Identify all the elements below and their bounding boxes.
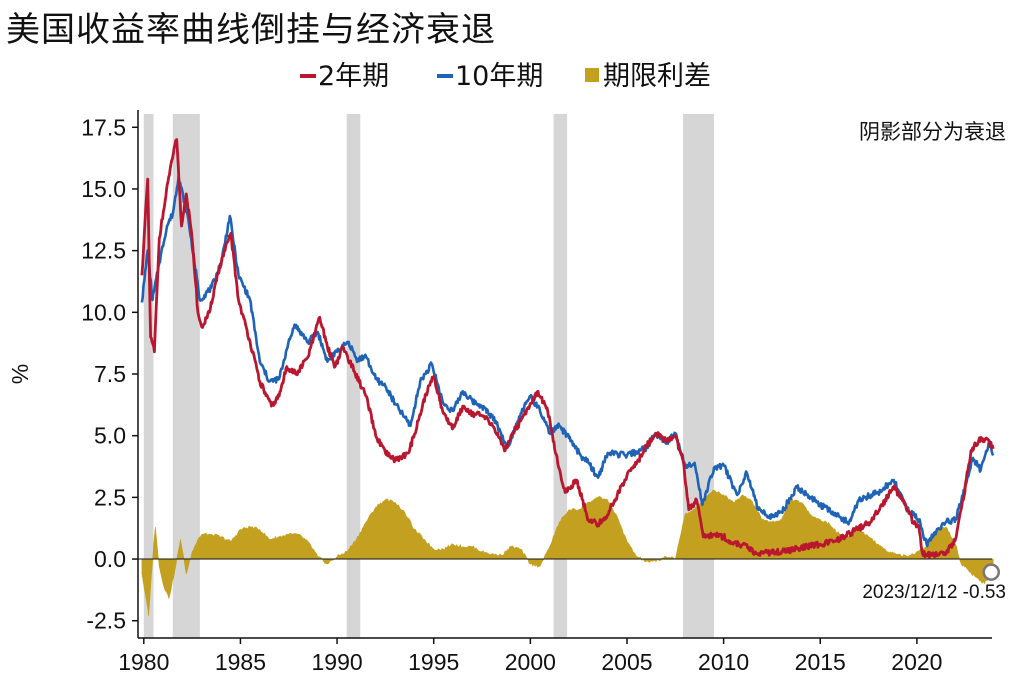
y-tick-label-4: 5.0	[94, 423, 126, 449]
spread-area	[141, 489, 994, 616]
spread-series	[141, 489, 994, 616]
y-tick-label-2: 0.0	[94, 546, 126, 572]
legend-label-two-year: 2年期	[318, 61, 389, 92]
legend: 2年期 10年期 期限利差	[300, 61, 711, 92]
last-point-marker	[982, 563, 1000, 581]
x-tick-label-4: 1995	[408, 649, 459, 675]
chart-title: 美国收益率曲线倒挂与经济衰退	[6, 10, 496, 50]
legend-label-ten-year: 10年期	[455, 61, 543, 92]
recession-band-3	[346, 114, 361, 638]
recession-band-4	[553, 114, 568, 638]
last-point-label: 2023/12/12 -0.53	[862, 582, 1006, 603]
x-tick-label-5: 2000	[505, 649, 556, 675]
y-tick-label-7: 12.5	[81, 238, 126, 264]
y-axis-label: %	[7, 364, 33, 384]
two-year-line	[140, 138, 995, 559]
chart-text: 阴影部分为衰退 2023/12/12 -0.53	[859, 120, 1006, 603]
x-tick-label-3: 1990	[311, 649, 362, 675]
x-tick-label-1: 1980	[118, 649, 169, 675]
recession-band-1	[143, 114, 154, 638]
ten-year-line	[140, 175, 995, 548]
y-tick-label-8: 15.0	[81, 176, 126, 202]
y-tick-label-9: 17.5	[81, 114, 126, 140]
x-tick-label-7: 2010	[698, 649, 749, 675]
x-tick-label-6: 2005	[601, 649, 652, 675]
ten-year-series	[140, 175, 995, 548]
x-tick-label-2: 1985	[215, 649, 266, 675]
x-tick-label-9: 2020	[891, 649, 942, 675]
two-year-series	[140, 138, 995, 559]
axes: -2.5 0.0 2.5 5.0 7.5 10.0 12.5 15.0 17.5 1980 1985…	[7, 110, 992, 675]
recession-note: 阴影部分为衰退	[859, 120, 1006, 144]
y-tick-label-1: -2.5	[86, 608, 126, 634]
y-tick-label-5: 7.5	[94, 361, 126, 387]
legend-swatch-spread	[585, 68, 599, 82]
y-tick-label-6: 10.0	[81, 299, 126, 325]
x-tick-label-8: 2015	[795, 649, 846, 675]
legend-label-spread: 期限利差	[603, 61, 711, 92]
y-tick-label-3: 2.5	[94, 484, 126, 510]
